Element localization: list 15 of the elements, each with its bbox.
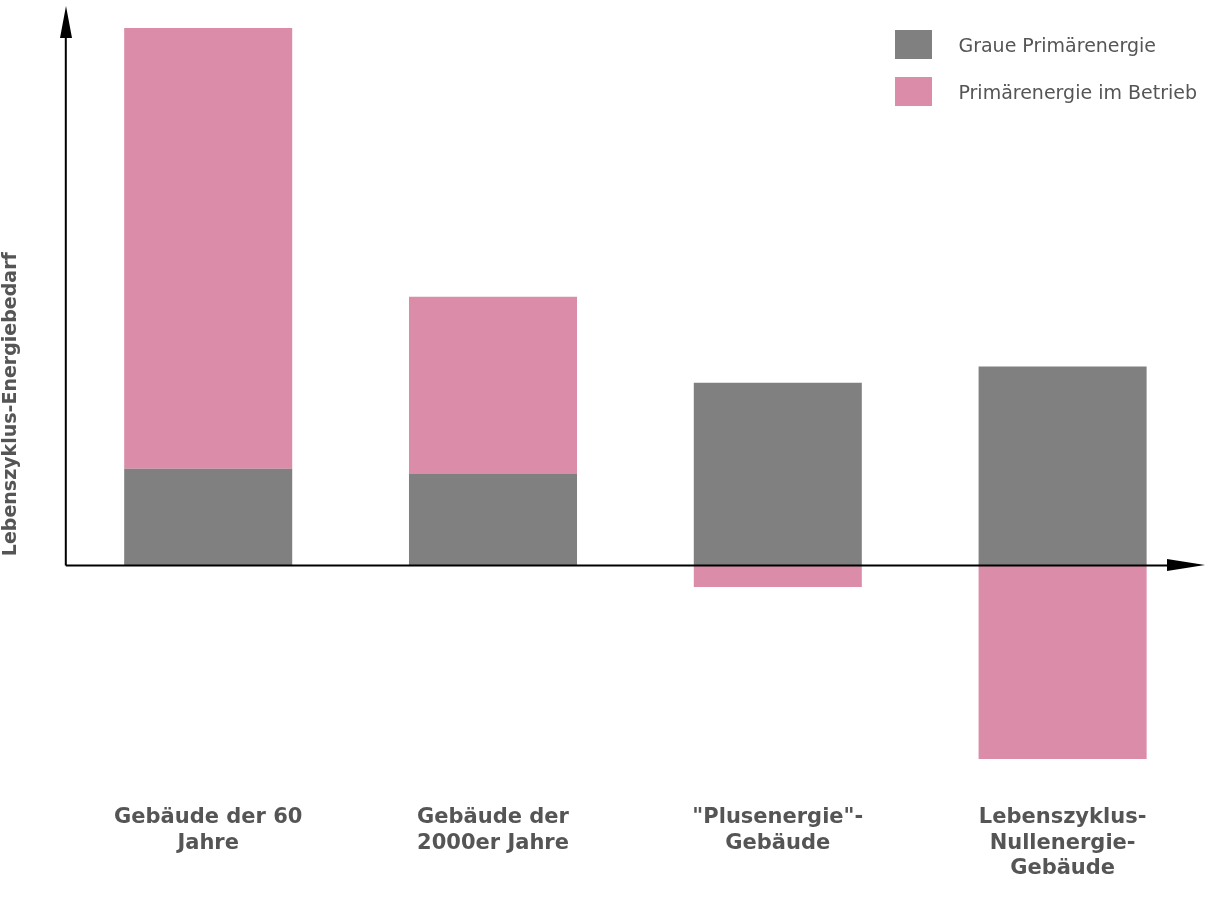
x-tick-label: Gebäude der 60 Jahre bbox=[114, 804, 303, 854]
bar bbox=[124, 468, 293, 566]
y-axis-title: Lebenszyklus-Energiebedarf bbox=[0, 251, 21, 557]
x-tick-label: Lebenszyklus-Nullenergie-Gebäude bbox=[978, 804, 1147, 879]
bar bbox=[408, 474, 578, 566]
bar bbox=[124, 28, 293, 469]
bar bbox=[978, 366, 1147, 566]
bar bbox=[408, 296, 578, 475]
bar bbox=[693, 382, 862, 566]
legend-label: Graue Primärenergie bbox=[958, 33, 1157, 56]
legend-label: Primärenergie im Betrieb bbox=[958, 80, 1197, 103]
bar bbox=[693, 565, 862, 587]
bar bbox=[978, 565, 1147, 759]
x-tick-label: "Plusenergie"-Gebäude bbox=[692, 804, 864, 854]
x-tick-label: Gebäude der 2000er Jahre bbox=[417, 804, 570, 854]
